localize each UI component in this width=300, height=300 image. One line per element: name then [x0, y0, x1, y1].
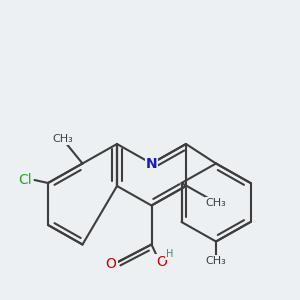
Text: Cl: Cl: [19, 173, 32, 187]
Text: CH₃: CH₃: [206, 197, 226, 208]
Text: CH₃: CH₃: [52, 134, 74, 145]
Text: N: N: [146, 157, 157, 170]
Text: H: H: [166, 249, 173, 260]
Text: O: O: [106, 257, 116, 271]
Text: O: O: [157, 256, 167, 269]
Text: CH₃: CH₃: [206, 256, 226, 266]
